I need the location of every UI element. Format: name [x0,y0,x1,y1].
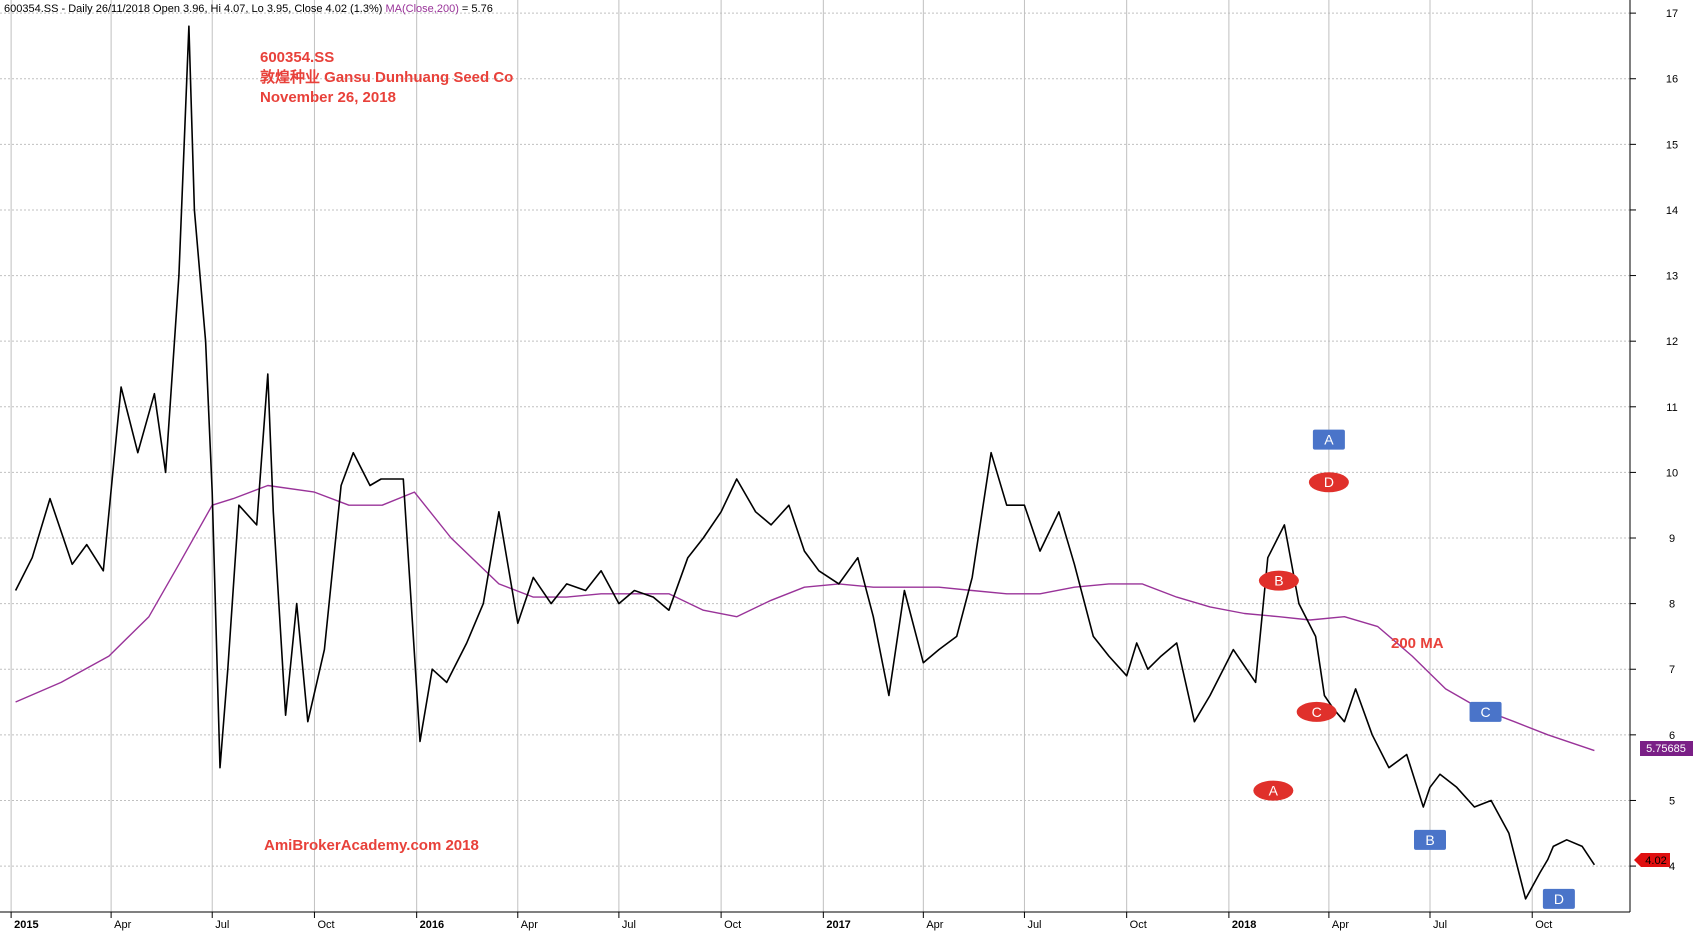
x-tick-label: Jul [1433,919,1447,931]
x-tick-label: Jul [1027,919,1041,931]
last-price-tag-box [1634,853,1670,867]
header-ma-label: MA(Close,200) [386,3,459,15]
header-line: 600354.SS - Daily 26/11/2018 Open 3.96, … [4,3,493,15]
wave-marker-shape [1308,472,1349,493]
title-date: November 26, 2018 [260,89,396,106]
y-tick-label: 15 [1666,139,1678,151]
y-tick-label: 11 [1666,402,1677,414]
wave-markers: A D B C A B C D [1253,429,1575,909]
x-tick-label: Oct [1535,919,1552,931]
watermark: AmiBrokerAcademy.com 2018 [264,837,479,854]
wave-marker-label: D [1324,474,1334,490]
ma-line [15,484,1595,752]
y-tick-label: 13 [1666,271,1678,283]
header-lo: 3.95 [267,3,288,15]
y-tick-label: 9 [1669,533,1675,545]
x-tick-label: Oct [317,919,334,931]
y-tick-label: 10 [1666,467,1678,479]
y-tick-label: 5 [1669,795,1675,807]
x-tick-label: Apr [926,919,943,931]
x-tick-label: Jul [215,919,229,931]
grid-lines [0,0,1630,912]
x-tick-label: Oct [1130,919,1147,931]
header-date: 26/11/2018 [96,3,150,15]
wave-marker-shape [1296,701,1337,722]
wave-marker-label: D [1554,891,1564,907]
ma-price-tag-text: 5.75685 [1646,743,1686,755]
y-tick-label: 17 [1666,8,1678,20]
wave-marker-label: C [1480,704,1490,720]
wave-marker-b: B [1258,570,1299,591]
ma-annotation: 200 MA [1391,635,1444,652]
last-price-tag: 4.02 [1634,853,1670,867]
last-price-tag-text: 4.02 [1645,855,1666,867]
x-tick-label: 2015 [14,919,38,931]
ma-price-tag-box [1640,741,1693,756]
wave-marker-shape [1312,429,1345,450]
x-tick-label: 2017 [826,919,850,931]
header-ma-value: 5.76 [471,3,492,15]
ma-price-tag: 5.75685 [1640,741,1693,756]
x-tick-label: Oct [724,919,741,931]
wave-marker-shape [1414,829,1446,850]
y-tick-label: 6 [1669,730,1675,742]
title-symbol: 600354.SS [260,49,334,66]
wave-marker-d: D [1308,472,1349,493]
price-line [14,25,1596,900]
y-tick-label: 14 [1666,205,1678,217]
header-interval: Daily [68,3,93,15]
x-tick-label: Apr [114,919,131,931]
wave-marker-a: A [1253,780,1294,801]
wave-marker-b: B [1414,829,1446,850]
x-tick-label: Apr [1332,919,1349,931]
wave-marker-c: C [1469,701,1502,722]
x-tick-label: 2018 [1232,919,1256,931]
title-company: 敦煌种业 Gansu Dunhuang Seed Co [260,68,513,86]
header-hi: 4.07 [224,3,245,15]
x-tick-label: Jul [622,919,636,931]
wave-marker-shape [1542,888,1575,909]
wave-marker-shape [1253,780,1294,801]
x-tick-label: 2016 [420,919,444,931]
ma-series [15,484,1595,752]
y-tick-label: 16 [1666,74,1678,86]
x-tick-label: Apr [521,919,538,931]
wave-marker-label: A [1324,432,1334,448]
wave-marker-label: A [1269,783,1279,799]
wave-marker-shape [1469,701,1502,722]
y-tick-label: 7 [1669,664,1675,676]
header-symbol: 600354.SS [4,3,58,15]
wave-marker-label: B [1274,573,1283,589]
price-series [14,25,1596,900]
y-tick-label: 12 [1666,336,1678,348]
header-open: 3.96 [183,3,204,15]
wave-marker-label: B [1425,832,1434,848]
wave-marker-a: A [1312,429,1345,450]
wave-marker-shape [1258,570,1299,591]
header-change: (1.3%) [350,3,382,15]
wave-marker-label: C [1312,704,1322,720]
y-tick-label: 8 [1669,599,1675,611]
header-close: 4.02 [326,3,347,15]
y-tick-label: 4 [1669,861,1675,873]
wave-marker-d: D [1542,888,1575,909]
wave-marker-c: C [1296,701,1337,722]
